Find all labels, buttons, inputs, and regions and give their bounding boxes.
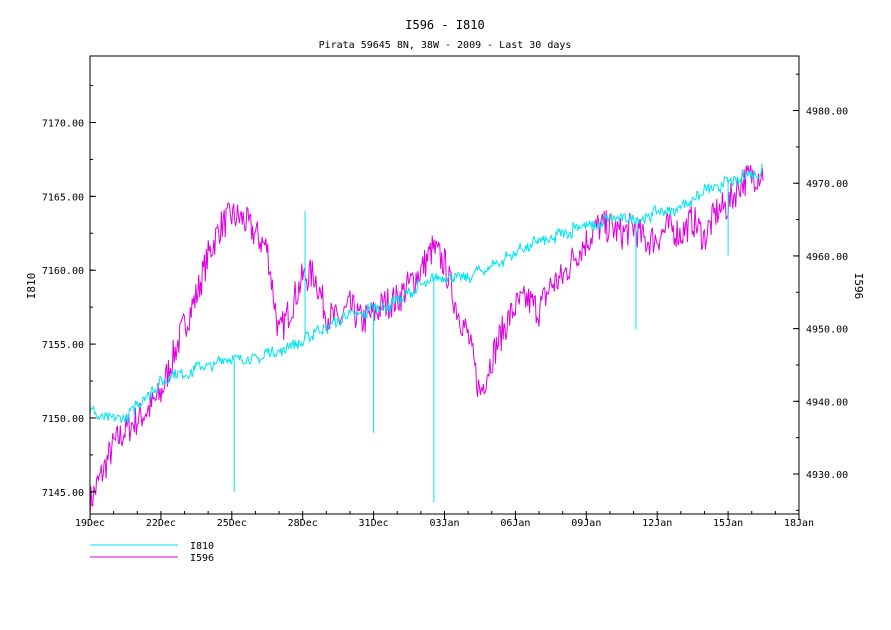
x-tick-label: 09Jan: [571, 518, 601, 529]
x-tick-label: 03Jan: [429, 518, 459, 529]
series-line-i810: [89, 163, 764, 424]
left-tick-label: 7170.00: [42, 118, 84, 129]
right-tick-label: 4970.00: [806, 179, 848, 190]
series-layer: [89, 163, 764, 520]
x-tick-label: 31Dec: [359, 518, 389, 529]
right-tick-label: 4950.00: [806, 325, 848, 336]
left-axis-label: I810: [25, 273, 38, 300]
axes-layer: 19Dec 22Dec 25Dec 28Dec 31Dec 03Jan 06Jan 09Jan…: [42, 73, 848, 529]
right-axis-label: I596: [852, 273, 865, 300]
legend-label-i596: I596: [190, 553, 214, 564]
left-tick-label: 7155.00: [42, 340, 84, 351]
legend-label-i810: I810: [190, 541, 214, 552]
left-tick-label: 7165.00: [42, 192, 84, 203]
left-tick-label: 7160.00: [42, 266, 84, 277]
x-tick-label: 12Jan: [642, 518, 672, 529]
left-tick-label: 7150.00: [42, 414, 84, 425]
right-tick-label: 4960.00: [806, 252, 848, 263]
x-tick-label: 28Dec: [288, 518, 318, 529]
x-tick-label: 25Dec: [217, 518, 247, 529]
right-tick-label: 4980.00: [806, 107, 848, 118]
x-tick-label: 15Jan: [713, 518, 743, 529]
x-tick-label: 22Dec: [146, 518, 176, 529]
legend: I810 I596: [90, 541, 214, 564]
left-tick-label: 7145.00: [42, 488, 84, 499]
x-tick-label: 06Jan: [500, 518, 530, 529]
right-tick-label: 4940.00: [806, 397, 848, 408]
right-tick-label: 4930.00: [806, 470, 848, 481]
x-tick-label: 18Jan: [784, 518, 814, 529]
chart-title: I596 - I810: [405, 18, 484, 32]
chart-subtitle: Pirata 59645 8N, 38W - 2009 - Last 30 da…: [319, 40, 572, 51]
x-tick-label: 19Dec: [75, 518, 105, 529]
series-line-i596: [89, 165, 764, 520]
